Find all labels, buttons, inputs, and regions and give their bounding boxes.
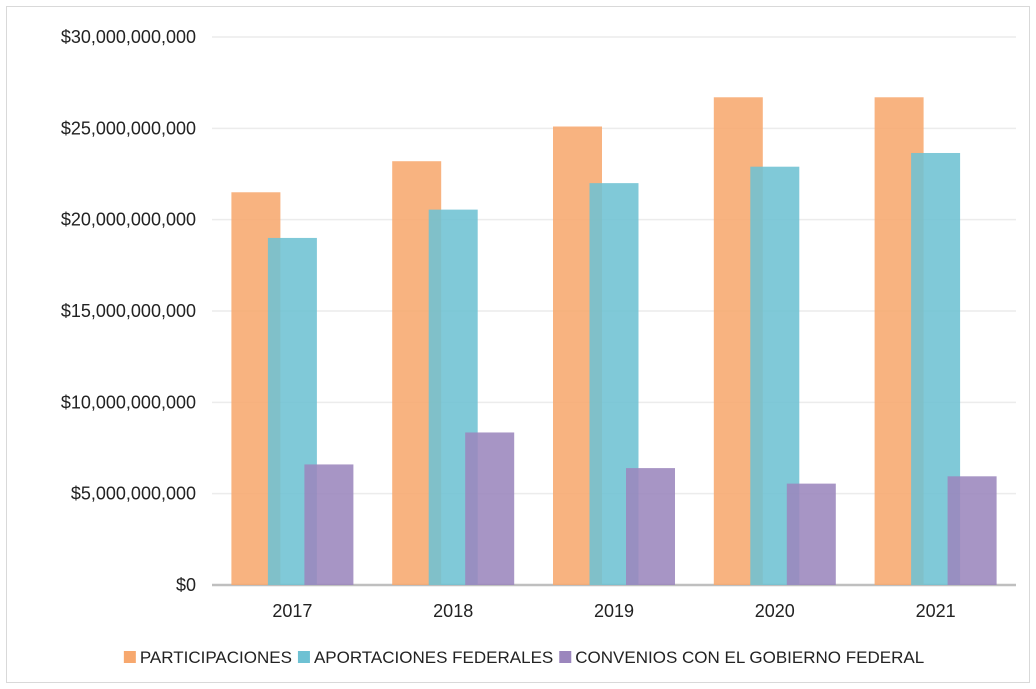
y-tick-label: $30,000,000,000 <box>61 27 196 47</box>
legend: PARTICIPACIONES APORTACIONES FEDERALES CON… <box>123 648 924 667</box>
legend-swatch <box>123 651 136 663</box>
y-tick-label: $5,000,000,000 <box>71 484 196 504</box>
x-axis-tick-labels: 2017 2018 2019 2020 2021 <box>272 601 955 621</box>
y-tick-label: $10,000,000,000 <box>61 392 196 412</box>
y-tick-label: $25,000,000,000 <box>61 118 196 138</box>
legend-swatch <box>297 651 310 663</box>
y-axis-tick-labels: $0 $5,000,000,000 $10,000,000,000 $15,000,0… <box>61 27 196 595</box>
y-tick-label: $20,000,000,000 <box>61 210 196 230</box>
bar-convenios <box>626 468 675 585</box>
legend-swatch <box>559 651 572 663</box>
x-tick-label: 2019 <box>594 601 634 621</box>
y-tick-label: $0 <box>176 575 196 595</box>
x-tick-label: 2018 <box>433 601 473 621</box>
legend-label: CONVENIOS CON EL GOBIERNO FEDERAL <box>575 648 924 667</box>
bar-convenios <box>786 483 836 585</box>
x-tick-label: 2021 <box>916 601 956 621</box>
chart-frame <box>6 6 1030 683</box>
bars <box>231 97 997 586</box>
y-tick-label: $15,000,000,000 <box>61 301 196 321</box>
bar-convenios <box>947 476 997 585</box>
legend-label: APORTACIONES FEDERALES <box>314 648 553 667</box>
legend-label: PARTICIPACIONES <box>140 648 292 667</box>
bar-convenios <box>304 464 354 585</box>
x-tick-label: 2017 <box>272 601 312 621</box>
bar-convenios <box>465 432 515 585</box>
x-tick-label: 2020 <box>755 601 795 621</box>
